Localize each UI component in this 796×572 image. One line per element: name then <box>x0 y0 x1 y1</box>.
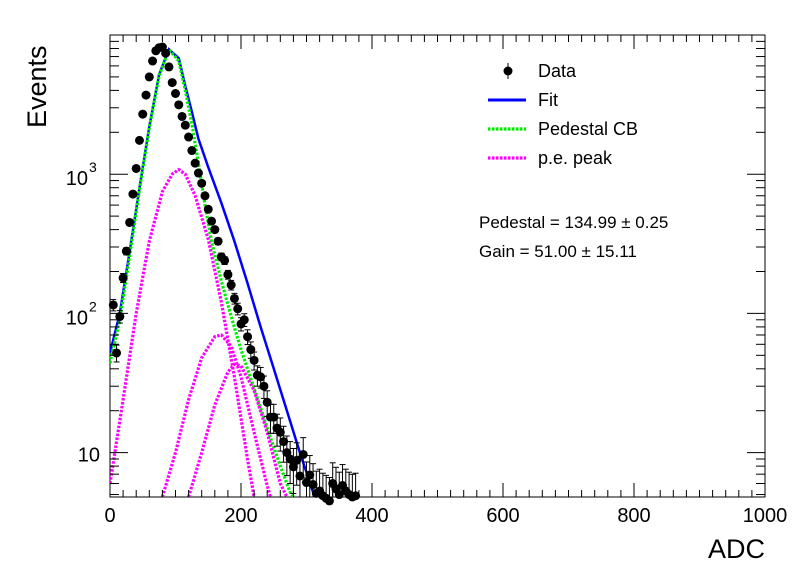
data-point <box>243 329 253 346</box>
data-point <box>226 279 236 291</box>
series-pedestal-cb-curve <box>110 46 295 497</box>
data-point <box>115 310 125 324</box>
data-point <box>223 269 233 280</box>
y-tick-exponent: 3 <box>89 159 97 175</box>
data-point <box>125 217 135 227</box>
y-tick-label: 10 <box>78 445 100 467</box>
data-point <box>229 292 239 305</box>
y-axis-title: Events <box>22 45 52 128</box>
series-p-e-peak-curve <box>160 333 273 497</box>
data-point <box>213 236 223 246</box>
data-point <box>141 90 151 100</box>
data-point <box>108 299 118 312</box>
data-point <box>118 273 128 284</box>
legend: Data Fit Pedestal CB p.e. peak <box>488 61 638 168</box>
y-tick-label: 10 <box>66 307 88 329</box>
data-point <box>351 472 361 501</box>
fit-annotation: Gain = 51.00 ± 15.11 <box>479 242 637 261</box>
legend-label: Pedestal CB <box>538 119 638 139</box>
x-tick-label: 1000 <box>743 505 788 527</box>
legend-marker <box>503 66 513 76</box>
data-point <box>187 146 197 156</box>
legend-label: p.e. peak <box>538 148 613 168</box>
data-point <box>210 225 220 235</box>
data-point <box>174 100 184 110</box>
data-point <box>239 313 249 328</box>
data-point <box>177 111 187 121</box>
legend-item: Fit <box>488 90 558 110</box>
legend-label: Data <box>538 61 577 81</box>
data-point <box>259 375 269 399</box>
x-tick-label: 0 <box>104 505 115 527</box>
data-point <box>144 72 154 82</box>
data-point <box>233 302 243 316</box>
series-p-e-peak-curve <box>110 167 256 497</box>
x-tick-label: 200 <box>224 505 257 527</box>
annotations: Pedestal = 134.99 ± 0.25 Gain = 51.00 ± 1… <box>479 213 668 261</box>
data-point <box>200 191 210 201</box>
curves <box>110 46 318 497</box>
data-point <box>193 168 203 178</box>
data-point <box>203 204 213 214</box>
data-point <box>164 62 174 72</box>
series-p-e-peak-curve <box>187 362 289 497</box>
data-point <box>134 135 144 145</box>
data-point <box>161 48 171 58</box>
x-axis-ticks: 0 200 400 600 800 1000 <box>104 35 787 527</box>
legend-item: p.e. peak <box>488 148 613 168</box>
data-point <box>180 120 190 130</box>
data-point <box>148 56 158 66</box>
data-point <box>249 351 259 371</box>
data-point <box>220 255 230 266</box>
data-point <box>207 216 217 226</box>
series-fit-curve <box>110 47 318 497</box>
data-point <box>138 109 148 119</box>
legend-item: Data <box>503 61 577 81</box>
data-point <box>171 88 180 98</box>
x-tick-label: 600 <box>486 505 519 527</box>
data-point <box>128 189 138 199</box>
fit-annotation: Pedestal = 134.99 ± 0.25 <box>479 213 668 232</box>
data-point <box>184 132 194 142</box>
legend-label: Fit <box>538 90 558 110</box>
y-tick-label: 10 <box>66 168 88 190</box>
x-tick-label: 800 <box>617 505 650 527</box>
data-point <box>131 163 141 173</box>
data-point <box>121 246 131 256</box>
data-point <box>167 78 177 88</box>
x-axis-title: ADC <box>708 534 765 564</box>
data-point <box>298 437 308 479</box>
data-points <box>108 42 361 506</box>
y-tick-exponent: 2 <box>89 298 97 314</box>
data-point <box>190 158 200 168</box>
data-point <box>279 425 289 463</box>
legend-item: Pedestal CB <box>488 119 638 139</box>
data-point <box>275 417 285 452</box>
data-point <box>197 178 207 188</box>
x-tick-label: 400 <box>355 505 388 527</box>
data-point <box>112 344 122 363</box>
